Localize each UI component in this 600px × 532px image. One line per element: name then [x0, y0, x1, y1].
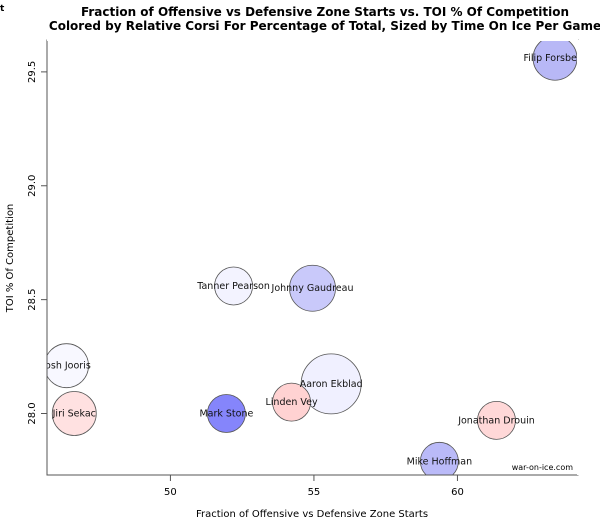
bubble [289, 264, 336, 312]
y-tick-label: 29.0 [27, 175, 38, 197]
x-tick-label: 60 [451, 487, 464, 498]
bubble [272, 382, 311, 422]
axes: 50 55 60 28.0 28.5 29.0 29.5 [27, 39, 579, 498]
bubble-label: Jiri Sekac [52, 409, 96, 420]
bubble-label: Tanner Pearson [196, 281, 270, 292]
bubble-label: Aaron Ekblad [300, 379, 363, 390]
x-tick-label: 50 [164, 487, 177, 498]
bubble-label: Mark Stone [199, 409, 253, 420]
bubble-label: Josh Jooris [41, 361, 91, 372]
watermark: war-on-ice.com [512, 463, 573, 472]
bubble-label: Filip Forsberg [523, 53, 586, 64]
chart-title: Fraction of Offensive vs Defensive Zone … [81, 5, 569, 19]
bubble [477, 400, 516, 440]
chart-subtitle: Colored by Relative Corsi For Percentage… [49, 19, 600, 33]
bubble-label: Johnny Gaudreau [271, 283, 354, 294]
y-tick-label: 29.5 [27, 61, 38, 83]
bubble-label: Mike Hoffman [407, 456, 472, 467]
x-axis-label: Fraction of Offensive vs Defensive Zone … [196, 509, 428, 520]
bubble [51, 391, 97, 436]
bubble [47, 343, 89, 389]
bubble-label: Linden Vey [265, 397, 317, 408]
bubble [419, 441, 459, 475]
bubble [206, 394, 246, 433]
y-tick-label: 28.5 [27, 289, 38, 311]
bubble [214, 266, 253, 306]
x-tick-label: 55 [308, 487, 321, 498]
bubble-label: Jonathan Drouin [457, 415, 535, 426]
y-tick-label: 28.0 [27, 402, 38, 424]
y-axis-label: TOI % Of Competition [5, 204, 16, 314]
bubble [300, 353, 362, 415]
points-layer: Filip Forsberg Tanner Pearson Johnny Gaudr… [41, 40, 586, 475]
stray-text: t [0, 4, 5, 14]
